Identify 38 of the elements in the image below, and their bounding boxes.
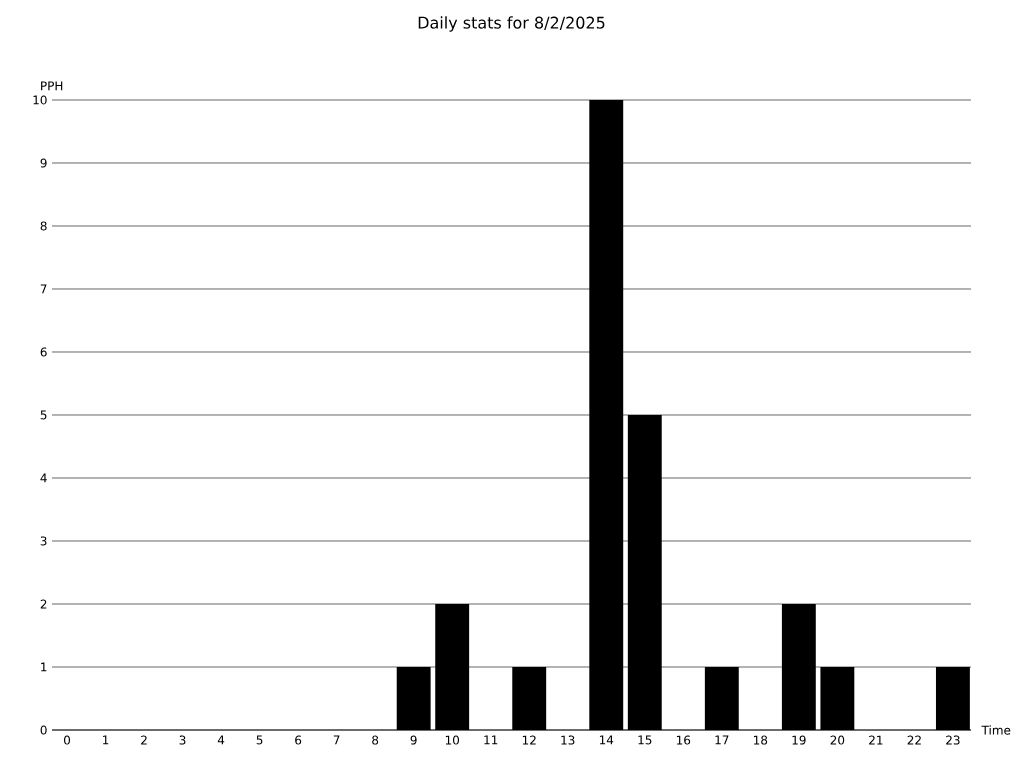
x-tick-label: 4 <box>217 735 225 745</box>
x-tick-label: 18 <box>754 735 768 745</box>
y-tick-label: 8 <box>40 221 47 231</box>
x-tick-label: 21 <box>869 735 883 745</box>
y-tick-label: 1 <box>41 662 47 672</box>
x-axis-title: Time <box>981 725 1011 735</box>
y-tick-label: 0 <box>40 725 47 735</box>
x-tick-label: 8 <box>372 735 379 745</box>
x-tick-label: 13 <box>561 735 575 745</box>
x-tick-label: 3 <box>179 735 186 745</box>
x-tick-label: 17 <box>715 735 729 745</box>
x-tick-label: 6 <box>295 735 302 745</box>
x-tick-label: 22 <box>907 735 921 745</box>
x-tick-label: 12 <box>522 735 536 745</box>
x-tick-label: 9 <box>410 735 417 745</box>
y-tick-label: 7 <box>40 284 47 294</box>
x-tick-label: 2 <box>141 735 147 745</box>
y-tick-label: 6 <box>40 347 47 357</box>
y-tick-label: 2 <box>40 599 47 609</box>
x-tick-label: 0 <box>63 735 71 745</box>
x-tick-label: 7 <box>333 735 340 745</box>
y-axis-title: PPH <box>41 81 63 91</box>
x-tick-label: 10 <box>445 735 460 745</box>
x-tick-label: 5 <box>256 735 263 745</box>
x-tick-label: 20 <box>830 735 845 745</box>
x-tick-label: 19 <box>792 735 806 745</box>
y-tick-label: 10 <box>33 95 47 105</box>
y-tick-label: 9 <box>40 158 47 168</box>
x-tick-label: 23 <box>946 735 960 745</box>
y-tick-label: 4 <box>40 473 47 483</box>
x-tick-label: 11 <box>484 735 498 745</box>
x-tick-label: 14 <box>599 735 614 745</box>
chart-title: Daily stats for 8/2/2025 <box>418 16 605 32</box>
y-tick-label: 3 <box>40 536 47 546</box>
x-tick-label: 15 <box>638 735 652 745</box>
y-tick-label: 5 <box>40 410 47 420</box>
x-tick-label: 16 <box>676 735 691 745</box>
x-tick-label: 1 <box>103 735 109 745</box>
